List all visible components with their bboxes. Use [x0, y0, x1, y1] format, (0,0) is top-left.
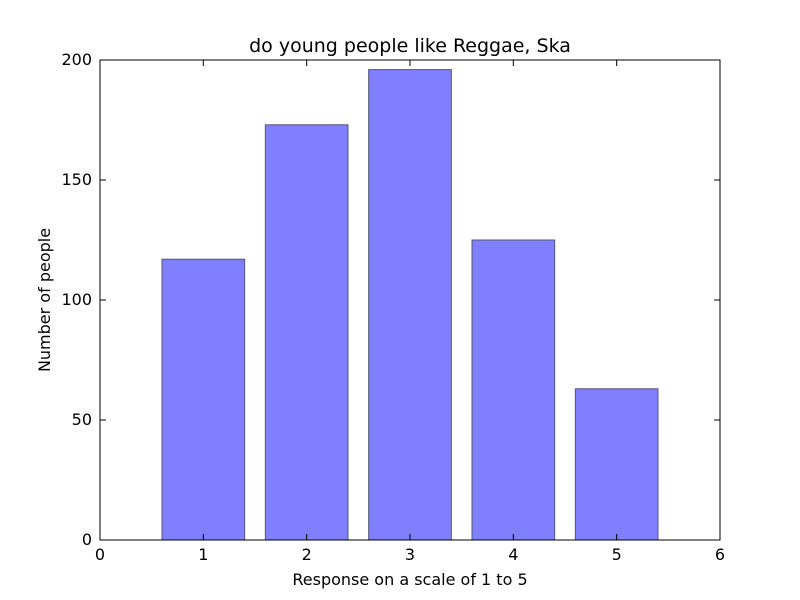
x-tick-label: 4 — [508, 545, 518, 564]
y-tick-label: 0 — [82, 530, 92, 549]
x-tick-label: 5 — [612, 545, 622, 564]
x-tick-label: 3 — [405, 545, 415, 564]
x-tick-label: 1 — [198, 545, 208, 564]
y-tick-label: 200 — [61, 50, 92, 69]
x-tick-label: 6 — [715, 545, 725, 564]
chart-title: do young people like Reggae, Ska — [249, 35, 571, 57]
x-tick-label: 2 — [302, 545, 312, 564]
x-tick-label: 0 — [95, 545, 105, 564]
bar-3 — [368, 69, 452, 541]
bars-layer — [161, 69, 659, 541]
x-axis-label: Response on a scale of 1 to 5 — [292, 570, 527, 589]
y-axis-label: Number of people — [35, 228, 54, 372]
y-tick-label: 100 — [61, 290, 92, 309]
bar-1 — [161, 258, 246, 541]
y-tick-label: 50 — [72, 410, 92, 429]
bar-5 — [574, 388, 659, 541]
bar-2 — [264, 124, 349, 541]
ticks-layer: 0 1 2 3 4 5 6 0 50 100 150 200 — [61, 50, 725, 564]
y-tick-label: 150 — [61, 170, 92, 189]
bar-4 — [471, 239, 556, 541]
